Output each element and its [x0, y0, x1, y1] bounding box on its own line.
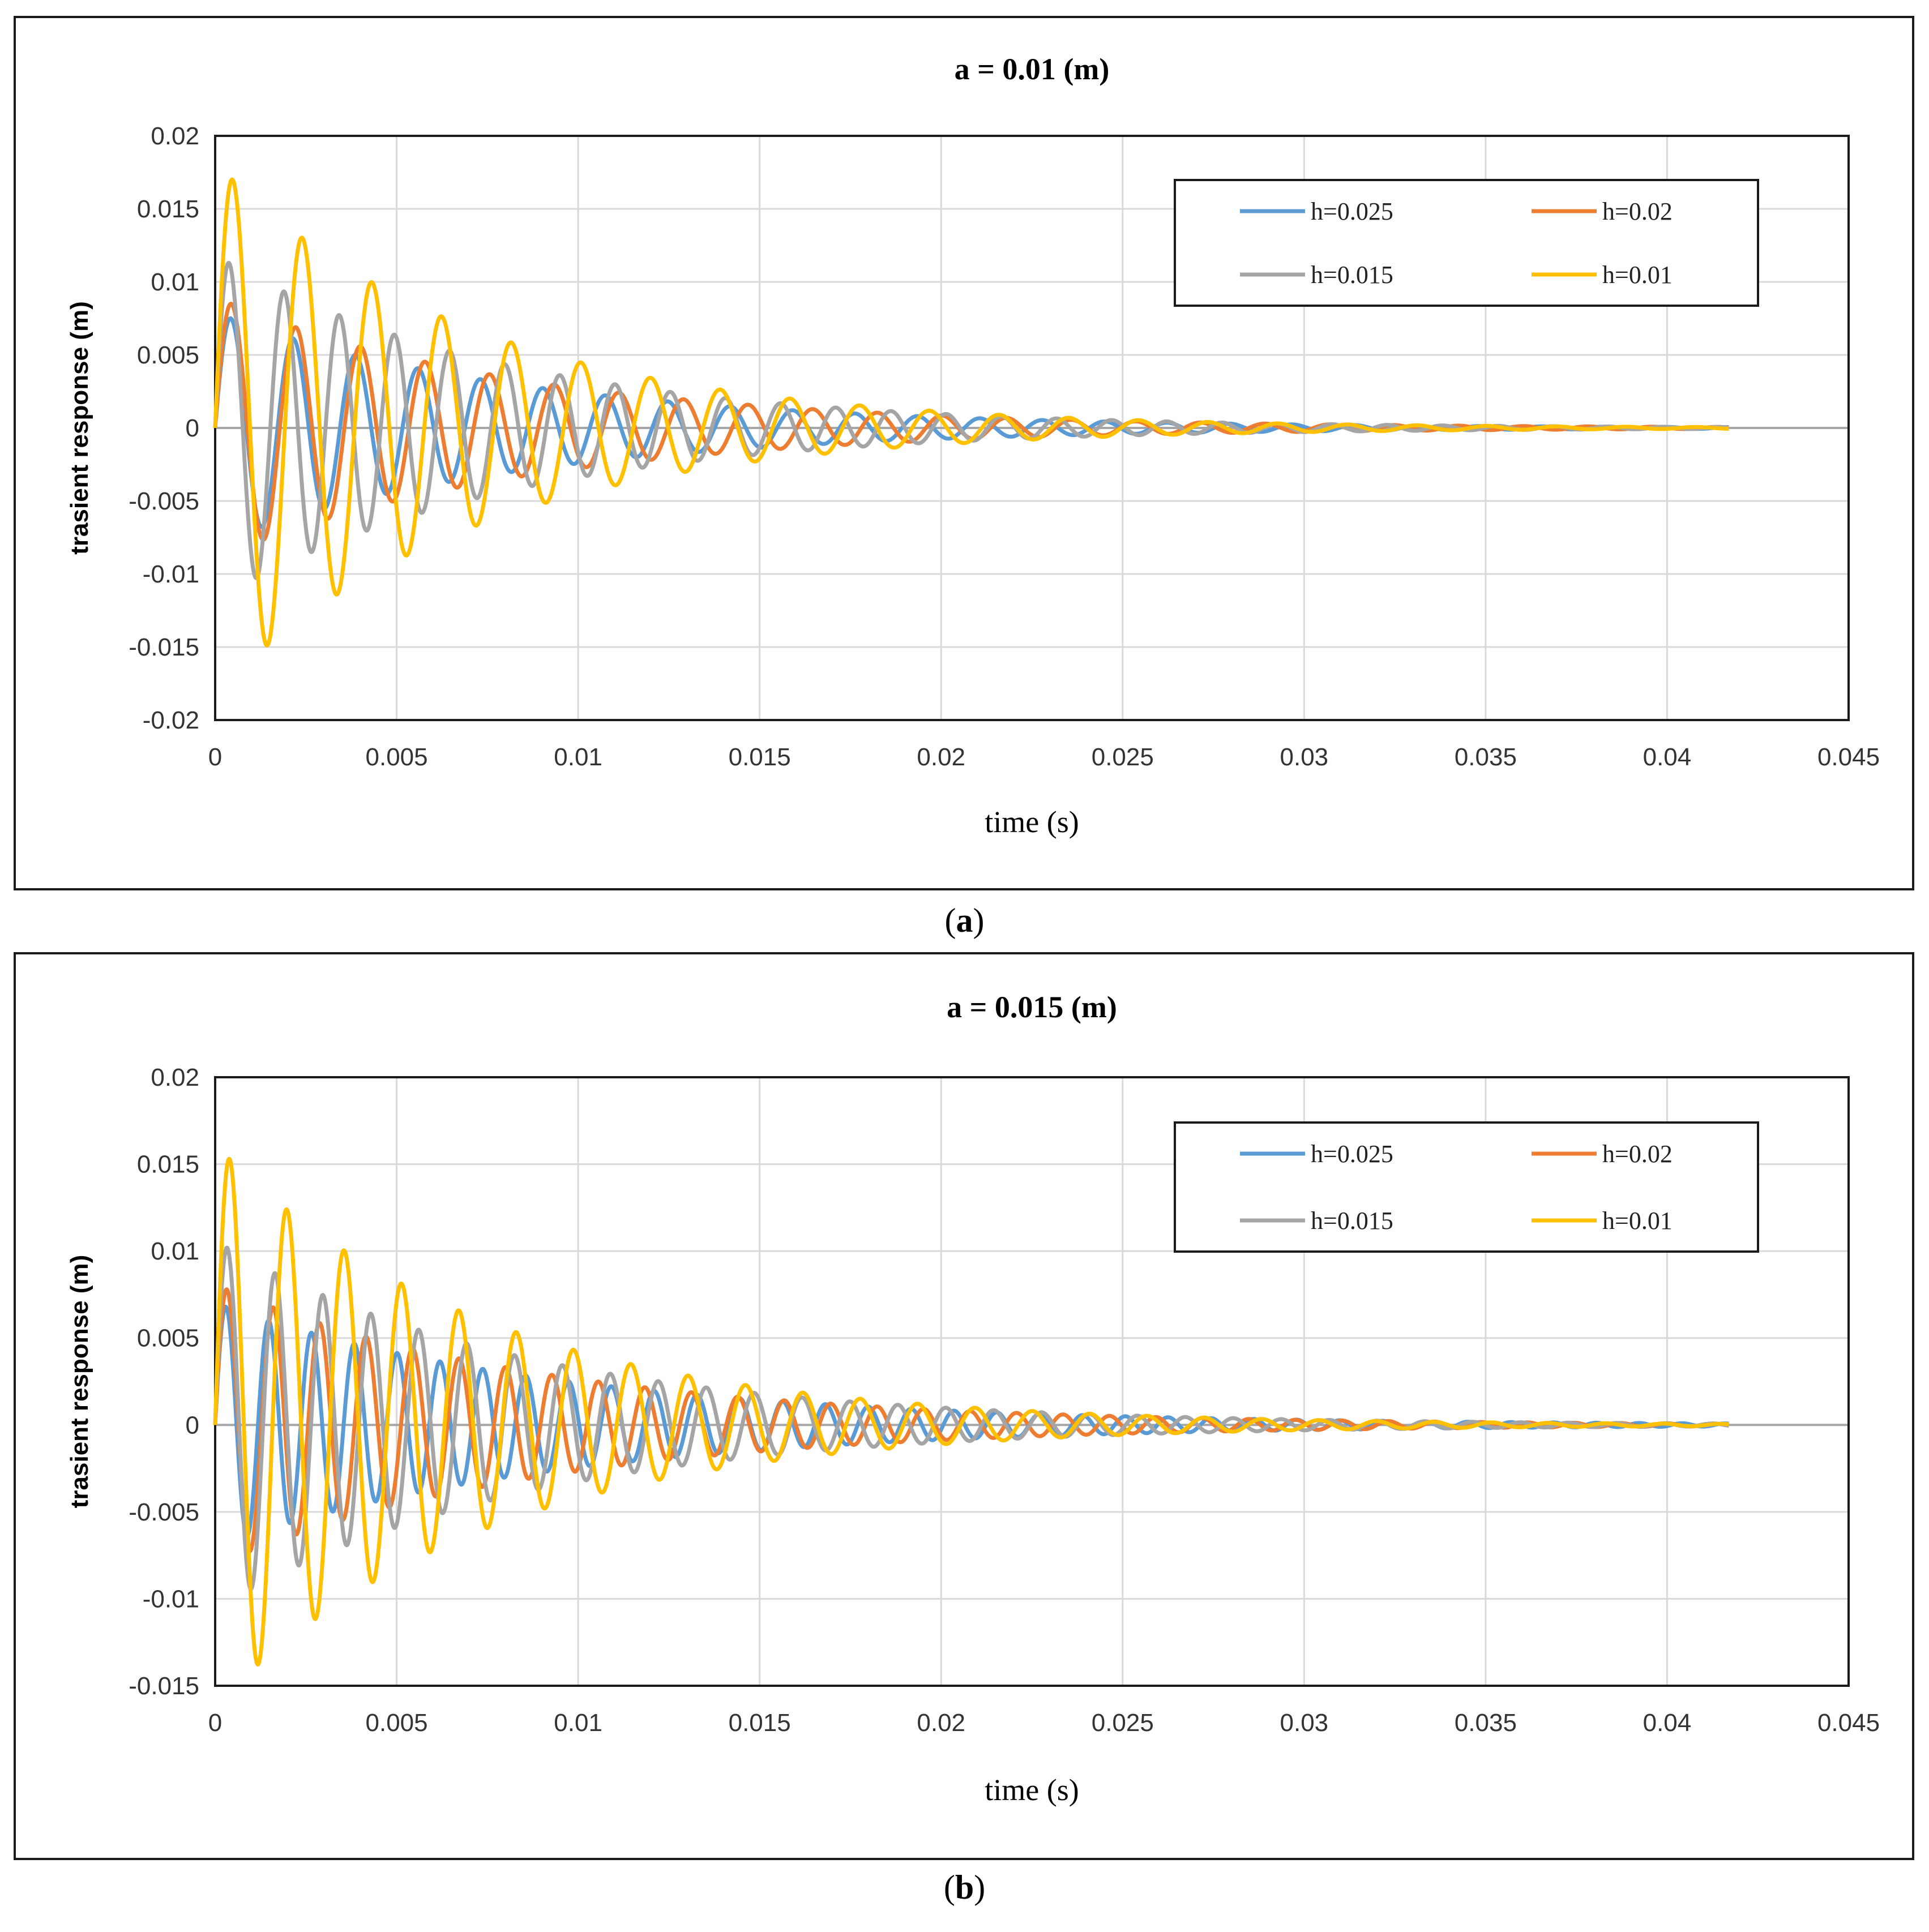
y-tick-label: -0.01: [143, 560, 199, 588]
y-tick-label: 0.02: [151, 122, 199, 150]
legend-label: h=0.025: [1311, 198, 1393, 225]
x-tick-label: 0.03: [1280, 1709, 1329, 1737]
y-tick-label: -0.02: [143, 706, 199, 734]
chart-a: a = 0.01 (m) 0 0.005 0.01 0.015 0.02 0.025 0.03…: [66, 52, 1880, 839]
x-tick-label: 0: [208, 1709, 222, 1737]
legend: h=0.025 h=0.02 h=0.015 h=0.01: [1174, 179, 1759, 307]
x-axis-title: time (s): [985, 805, 1079, 839]
y-tick-label: 0.01: [151, 1237, 199, 1265]
x-tick-label: 0: [208, 743, 222, 771]
x-tick-label: 0.045: [1817, 743, 1880, 771]
x-tick-label: 0.025: [1092, 743, 1154, 771]
chart-title: a = 0.015 (m): [947, 990, 1117, 1024]
chart-b: a = 0.015 (m) 0 0.005 0.01 0.015 0.02 0.025 0.0…: [66, 990, 1880, 1807]
y-axis-title: trasient response (m): [66, 1255, 93, 1508]
y-tick-label: -0.015: [129, 633, 199, 661]
legend-box: [1174, 179, 1759, 307]
y-tick-label: -0.01: [143, 1585, 199, 1613]
y-tick-label: 0.01: [151, 268, 199, 296]
caption-b-label: b: [955, 1869, 974, 1906]
y-tick-label: -0.005: [129, 1498, 199, 1526]
legend-label: h=0.02: [1602, 1140, 1673, 1168]
legend-label: h=0.025: [1311, 1140, 1393, 1168]
series-line-h=0.01: [213, 1156, 1730, 1667]
x-tick-label: 0.025: [1092, 1709, 1154, 1737]
legend-label: h=0.02: [1602, 198, 1673, 225]
legend-box: [1174, 1121, 1759, 1253]
x-tick-label: 0.01: [554, 743, 602, 771]
y-tick-label: 0.015: [137, 1151, 199, 1179]
x-tick-label: 0.04: [1643, 1709, 1692, 1737]
legend-label: h=0.01: [1602, 261, 1673, 289]
series-line-h=0.015: [213, 1245, 1730, 1591]
y-tick-label: 0.02: [151, 1064, 199, 1091]
y-tick-label: 0: [186, 414, 199, 442]
y-tick-label: -0.005: [129, 487, 199, 515]
x-tick-label: 0.03: [1280, 743, 1329, 771]
chart-panel-a: [14, 16, 1914, 890]
series-line-h=0.01: [213, 177, 1730, 648]
x-tick-label: 0.045: [1817, 1709, 1880, 1737]
x-tick-label: 0.015: [729, 743, 791, 771]
x-tick-label: 0.005: [366, 743, 428, 771]
caption-b: (b): [943, 1869, 986, 1906]
x-tick-label: 0.035: [1455, 1709, 1517, 1737]
legend: h=0.025 h=0.02 h=0.015 h=0.01: [1174, 1121, 1759, 1253]
x-tick-label: 0.04: [1643, 743, 1692, 771]
chart-title: a = 0.01 (m): [955, 52, 1110, 86]
legend-label: h=0.015: [1311, 1207, 1393, 1235]
caption-a: (a): [944, 902, 985, 939]
y-axis-title: trasient response (m): [66, 301, 93, 554]
x-tick-label: 0.035: [1455, 743, 1517, 771]
x-tick-label: 0.015: [729, 1709, 791, 1737]
x-tick-label: 0.01: [554, 1709, 602, 1737]
y-tick-label: -0.015: [129, 1672, 199, 1700]
x-axis-title: time (s): [985, 1773, 1079, 1807]
x-tick-label: 0.02: [917, 1709, 965, 1737]
legend-label: h=0.01: [1602, 1207, 1673, 1235]
y-tick-label: 0: [186, 1411, 199, 1439]
y-tick-label: 0.015: [137, 195, 199, 223]
y-tick-label: 0.005: [137, 341, 199, 369]
y-tick-label: 0.005: [137, 1325, 199, 1352]
series-line-h=0.025: [213, 1304, 1730, 1539]
x-tick-label: 0.005: [366, 1709, 428, 1737]
legend-label: h=0.015: [1311, 261, 1393, 289]
x-tick-label: 0.02: [917, 743, 965, 771]
caption-a-label: a: [956, 902, 973, 939]
